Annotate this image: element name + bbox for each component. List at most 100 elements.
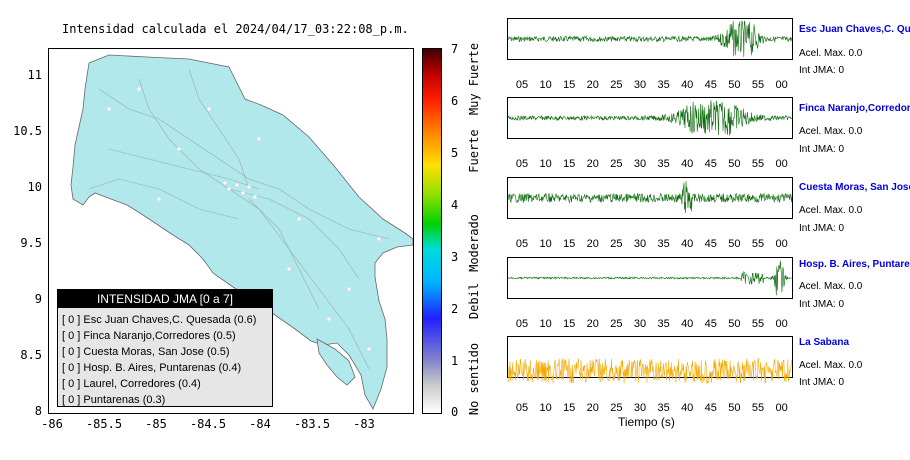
time-tick: 15 [563, 158, 576, 170]
colorbar-tick: 5 [451, 146, 459, 160]
time-tick: 00 [775, 158, 788, 170]
trace-int-jma: Int JMA: 0 [799, 377, 845, 388]
x-tick: -84.5 [189, 417, 227, 431]
time-tick: 15 [563, 318, 576, 330]
time-tick: 35 [657, 318, 670, 330]
time-tick: 15 [563, 238, 576, 250]
time-tick: 35 [657, 238, 670, 250]
colorbar-tick: 7 [451, 42, 459, 56]
time-tick: 35 [657, 402, 670, 414]
waveform-line [508, 20, 792, 57]
trace-int-jma: Int JMA: 0 [799, 144, 845, 155]
colorbar-tick: 4 [451, 198, 459, 212]
time-tick: 05 [515, 402, 529, 414]
trace-acel-max: Acel. Max. 0.0 [799, 48, 863, 59]
y-tick: 10 [27, 180, 42, 194]
y-tick: 10.5 [13, 124, 42, 138]
colorbar-tick: 1 [451, 354, 459, 368]
time-tick: 10 [539, 238, 552, 250]
time-tick: 50 [728, 238, 741, 250]
time-tick: 40 [681, 79, 694, 91]
time-tick: 50 [728, 79, 741, 91]
time-tick: 40 [681, 318, 694, 330]
station-markers [106, 86, 382, 352]
waveform-line [508, 100, 792, 136]
legend-item: [ 0 ] Hosp. B. Aires, Puntarenas (0.4) [62, 362, 242, 374]
time-tick: 55 [751, 79, 765, 91]
time-tick: 00 [775, 402, 788, 414]
time-tick: 50 [728, 318, 741, 330]
trace-station-name: La Sabana [799, 337, 850, 348]
time-tick: 30 [633, 402, 647, 414]
time-tick: 30 [633, 79, 647, 91]
time-tick: 30 [633, 158, 647, 170]
time-tick: 40 [681, 402, 694, 414]
legend-item: [ 0 ] Puntarenas (0.3) [62, 394, 166, 406]
legend-item: [ 0 ] Cuesta Moras, San Jose (0.5) [62, 346, 230, 358]
trace-acel-max: Acel. Max. 0.0 [799, 360, 863, 371]
trace-int-jma: Int JMA: 0 [799, 65, 845, 76]
time-tick: 35 [657, 158, 670, 170]
x-tick: -85.5 [85, 417, 123, 431]
time-tick: 35 [657, 79, 670, 91]
time-tick: 00 [775, 79, 788, 91]
colorbar-tick: 0 [451, 405, 459, 419]
time-tick: 55 [751, 158, 765, 170]
trace-station-name: Hosp. B. Aires, Puntare [799, 259, 910, 270]
time-tick: 30 [633, 238, 647, 250]
trace-acel-max: Acel. Max. 0.0 [799, 205, 863, 216]
colorbar-tick: 3 [451, 250, 459, 264]
time-tick: 05 [515, 79, 529, 91]
time-tick: 45 [704, 318, 717, 330]
trace-panel [507, 257, 793, 299]
legend-item: [ 0 ] Finca Naranjo,Corredores (0.5) [62, 330, 236, 342]
trace-panel [507, 97, 793, 139]
colorbar-tick: 6 [451, 94, 459, 108]
waveform-line [508, 357, 792, 384]
time-tick: 30 [633, 318, 647, 330]
time-tick: 20 [586, 158, 599, 170]
y-tick: 11 [27, 68, 42, 82]
time-tick: 15 [563, 402, 576, 414]
time-tick: 25 [610, 158, 623, 170]
y-tick: 8.5 [20, 348, 42, 362]
costa-rica-map [70, 54, 414, 410]
waveform [508, 180, 792, 214]
colorbar-category: No sentido [467, 342, 481, 416]
time-tick: 00 [775, 318, 788, 330]
time-tick: 25 [610, 318, 623, 330]
intensity-colorbar [422, 48, 442, 414]
time-tick: 05 [515, 238, 529, 250]
time-tick: 25 [610, 238, 623, 250]
trace-int-jma: Int JMA: 0 [799, 299, 845, 310]
x-tick: -84 [249, 417, 271, 431]
time-tick: 20 [586, 238, 599, 250]
trace-acel-max: Acel. Max. 0.0 [799, 126, 863, 137]
legend-item: [ 0 ] Laurel, Corredores (0.4) [62, 378, 201, 390]
time-tick: 50 [728, 402, 741, 414]
time-tick: 50 [728, 158, 741, 170]
time-tick: 20 [586, 79, 599, 91]
x-tick: -83 [353, 417, 375, 431]
time-tick: 20 [586, 402, 599, 414]
time-tick: 10 [539, 79, 552, 91]
waveform-line [508, 260, 792, 296]
x-tick: -86 [41, 417, 63, 431]
trace-station-name: Finca Naranjo,Corredore [799, 103, 910, 114]
waveform [508, 260, 792, 296]
waveform [508, 20, 792, 57]
map-title: Intensidad calculada el 2024/04/17_03:22… [62, 22, 409, 36]
time-tick: 05 [515, 158, 529, 170]
intensity-legend: INTENSIDAD JMA [0 a 7] [ 0 ] Esc Juan Ch… [57, 289, 273, 407]
time-tick: 20 [586, 318, 599, 330]
time-tick: 45 [704, 79, 717, 91]
trace-int-jma: Int JMA: 0 [799, 223, 845, 234]
x-tick: -85 [145, 417, 167, 431]
time-tick: 55 [751, 238, 765, 250]
legend-item: [ 0 ] Esc Juan Chaves,C. Quesada (0.6) [62, 314, 257, 326]
time-tick: 05 [515, 318, 529, 330]
waveform [508, 357, 792, 384]
time-tick: 25 [610, 79, 623, 91]
time-tick: 00 [775, 238, 788, 250]
y-tick: 9.5 [20, 236, 42, 250]
